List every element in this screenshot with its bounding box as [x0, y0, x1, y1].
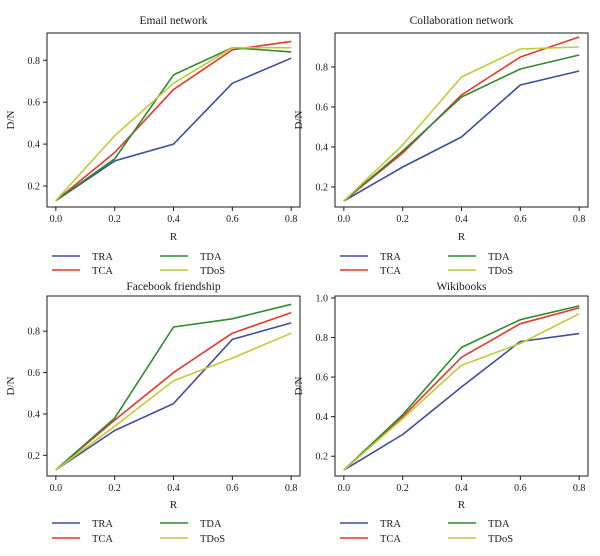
series-line-tdos — [55, 46, 292, 202]
y-axis-label: D/N — [5, 110, 17, 129]
legend-label: TDA — [200, 519, 222, 530]
series-line-tdos — [55, 332, 292, 471]
y-tick-label: 0.6 — [316, 373, 329, 384]
x-tick-label: 0.0 — [50, 214, 63, 225]
x-tick-label: 0.6 — [514, 483, 527, 494]
panel-2: Collaboration network 0.0 0.2 0.4 0.6 0.8 0.2 0… — [293, 15, 589, 277]
x-tick-label: 0.8 — [573, 483, 586, 494]
series-line-tda — [55, 46, 292, 202]
y-tick-label: 0.6 — [316, 103, 329, 114]
legend: TRA TDA TCA TDoS — [340, 519, 513, 545]
x-axis-label: R — [458, 499, 466, 511]
x-tick-label: 0.4 — [455, 483, 468, 494]
x-tick-label: 0.4 — [167, 483, 180, 494]
legend: TRA TDA TCA TDoS — [52, 252, 225, 277]
legend-label: TCA — [92, 266, 113, 277]
legend-label: TDA — [488, 519, 510, 530]
panel-4: Wikibooks 0.0 0.2 0.4 0.6 0.8 0.2 0.4 0.6 0.8 1.0 R… — [293, 281, 589, 545]
series-line-tdos — [343, 46, 580, 202]
series-line-tra — [343, 70, 580, 202]
panel-3: Facebook friendship 0.0 0.2 0.4 0.6 0.8 0.2 0.4… — [5, 281, 301, 545]
x-tick-label: 0.8 — [573, 214, 586, 225]
series-line-tda — [343, 305, 580, 471]
y-tick-label: 0.2 — [316, 183, 329, 194]
y-axis-label: D/N — [293, 376, 305, 395]
x-tick-label: 0.0 — [338, 483, 351, 494]
legend-label: TCA — [380, 266, 401, 277]
y-tick-label: 0.2 — [28, 451, 41, 462]
panel-title: Collaboration network — [410, 15, 514, 27]
series-line-tca — [343, 307, 580, 471]
x-tick-label: 0.0 — [338, 214, 351, 225]
x-tick-label: 0.8 — [285, 214, 298, 225]
x-tick-label: 0.6 — [514, 214, 527, 225]
y-tick-label: 1.0 — [316, 293, 329, 304]
legend-label: TDoS — [200, 266, 225, 277]
legend-label: TDA — [200, 252, 222, 263]
x-tick-label: 0.2 — [108, 483, 121, 494]
legend-label: TRA — [380, 519, 401, 530]
legend: TRA TDA TCA TDoS — [340, 252, 513, 277]
y-tick-label: 0.6 — [28, 368, 41, 379]
series-line-tra — [343, 332, 580, 471]
legend-label: TDoS — [488, 266, 513, 277]
x-tick-label: 0.4 — [167, 214, 180, 225]
legend-label: TDoS — [488, 534, 513, 545]
y-tick-label: 0.8 — [316, 63, 329, 74]
legend-label: TDoS — [200, 534, 225, 545]
y-tick-label: 0.4 — [28, 140, 41, 151]
legend-label: TCA — [380, 534, 401, 545]
y-axis-label: D/N — [5, 376, 17, 395]
x-axis-label: R — [458, 231, 466, 243]
series-line-tca — [55, 311, 292, 471]
series-line-tra — [55, 57, 292, 202]
legend-label: TCA — [92, 534, 113, 545]
plot-frame — [334, 32, 589, 208]
panel-title: Wikibooks — [436, 281, 487, 293]
panel-title: Facebook friendship — [126, 281, 220, 293]
x-tick-label: 0.2 — [396, 214, 409, 225]
series-line-tra — [55, 322, 292, 471]
y-tick-label: 0.8 — [28, 327, 41, 338]
legend-label: TRA — [92, 252, 113, 263]
legend-label: TRA — [380, 252, 401, 263]
y-tick-label: 0.2 — [316, 452, 329, 463]
x-tick-label: 0.6 — [226, 214, 239, 225]
x-tick-label: 0.2 — [108, 214, 121, 225]
legend-label: TDA — [488, 252, 510, 263]
y-tick-label: 0.4 — [28, 409, 41, 420]
panel-1: Email network 0.0 0.2 0.4 0.6 0.8 0.2 0.4 0.6 0.8… — [5, 15, 301, 277]
y-axis-label: D/N — [293, 110, 305, 129]
panel-title: Email network — [139, 15, 207, 27]
y-tick-label: 0.6 — [28, 98, 41, 109]
x-tick-label: 0.6 — [226, 483, 239, 494]
x-tick-label: 0.8 — [285, 483, 298, 494]
x-axis-label: R — [170, 231, 178, 243]
x-axis-label: R — [170, 499, 178, 511]
legend-label: TRA — [92, 519, 113, 530]
series-line-tda — [343, 54, 580, 202]
x-tick-label: 0.0 — [50, 483, 63, 494]
y-tick-label: 0.2 — [28, 182, 41, 193]
y-tick-label: 0.8 — [316, 333, 329, 344]
series-line-tda — [55, 303, 292, 471]
y-tick-label: 0.4 — [316, 412, 329, 423]
legend: TRA TDA TCA TDoS — [52, 519, 225, 545]
x-tick-label: 0.2 — [396, 483, 409, 494]
y-tick-label: 0.4 — [316, 143, 329, 154]
y-tick-label: 0.8 — [28, 56, 41, 67]
series-line-tca — [343, 36, 580, 202]
series-line-tdos — [343, 313, 580, 471]
x-tick-label: 0.4 — [455, 214, 468, 225]
